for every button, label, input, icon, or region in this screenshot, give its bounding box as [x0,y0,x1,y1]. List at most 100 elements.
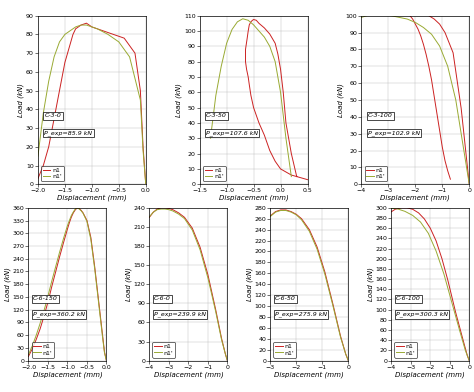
n1' [412,20,418,25]
n1' [223,352,228,357]
n1 [388,209,394,214]
n1' [182,216,187,221]
n1 [251,105,256,110]
n1' [273,210,278,214]
n1 [294,174,300,179]
n1 [416,211,421,215]
n1' [322,272,328,277]
n1 [197,245,203,250]
n1 [96,299,101,303]
n1 [267,214,273,218]
n1 [61,240,66,245]
n1' [293,212,299,217]
n1 [410,17,416,22]
Line: n1: n1 [407,11,469,184]
n1' [380,13,386,17]
n1' [213,309,219,314]
n1 [433,238,439,243]
n1 [442,30,448,35]
n1' [251,22,256,27]
n1' [463,348,468,353]
Text: C-6-0: C-6-0 [154,296,171,301]
n1 [88,235,94,240]
n1' [140,148,146,153]
n1 [100,333,105,338]
n1 [450,51,456,55]
n1 [439,256,445,261]
n1' [428,32,434,36]
n1' [64,223,70,228]
n1 [418,34,424,38]
n1 [248,20,254,24]
n1 [461,339,466,344]
n1' [314,247,320,252]
n1' [61,236,66,241]
n1' [56,40,62,44]
n1 [29,347,35,351]
n1 [75,205,81,210]
n1' [88,237,94,242]
Y-axis label: Load (kN): Load (kN) [5,267,11,301]
n1' [92,267,98,272]
n1 [53,269,59,274]
Y-axis label: Load (kN): Load (kN) [367,267,374,301]
n1' [33,333,39,338]
n1' [197,247,203,252]
n1 [464,156,469,162]
n1' [283,208,289,213]
n1 [132,51,138,56]
n1' [358,15,364,20]
n1 [420,42,426,47]
n1 [246,74,251,79]
Line: n1: n1 [270,210,348,361]
n1 [41,314,47,318]
n1 [84,218,90,223]
n1 [78,208,84,213]
n1 [458,106,464,111]
Legend: n1, n1': n1, n1' [153,342,175,358]
n1 [219,336,224,341]
Text: P_exp=275.9 kN: P_exp=275.9 kN [275,312,327,318]
n1' [84,219,90,224]
Text: C-3-100: C-3-100 [368,113,393,118]
n1 [289,151,294,156]
n1 [415,27,421,31]
n1' [256,29,262,33]
n1 [337,334,343,338]
n1' [105,32,111,37]
n1' [75,206,81,211]
n1 [404,205,410,210]
n1' [94,26,100,31]
n1 [71,211,76,215]
X-axis label: Displacement (mm): Displacement (mm) [154,371,223,378]
n1' [41,308,47,313]
n1 [166,206,172,211]
n1 [442,158,448,163]
n1 [437,128,442,132]
n1 [330,301,336,306]
n1 [246,82,252,87]
n1' [441,272,447,276]
n1' [445,64,450,69]
n1 [250,18,255,23]
n1' [51,54,57,59]
n1' [278,208,283,213]
n1 [101,350,107,354]
n1 [246,29,251,33]
n1 [289,173,294,178]
n1 [104,358,109,363]
n1' [127,54,132,59]
n1 [415,10,421,15]
X-axis label: Displacement (mm): Displacement (mm) [33,371,102,378]
Y-axis label: Load (kN): Load (kN) [126,267,132,301]
n1' [267,214,273,219]
n1 [67,42,73,46]
n1' [246,18,251,23]
n1 [64,227,70,231]
n1' [437,44,442,48]
Legend: n1, n1': n1, n1' [203,166,226,181]
n1' [73,207,78,211]
Line: n1': n1' [391,208,469,361]
n1 [49,284,55,289]
n1 [190,226,195,230]
